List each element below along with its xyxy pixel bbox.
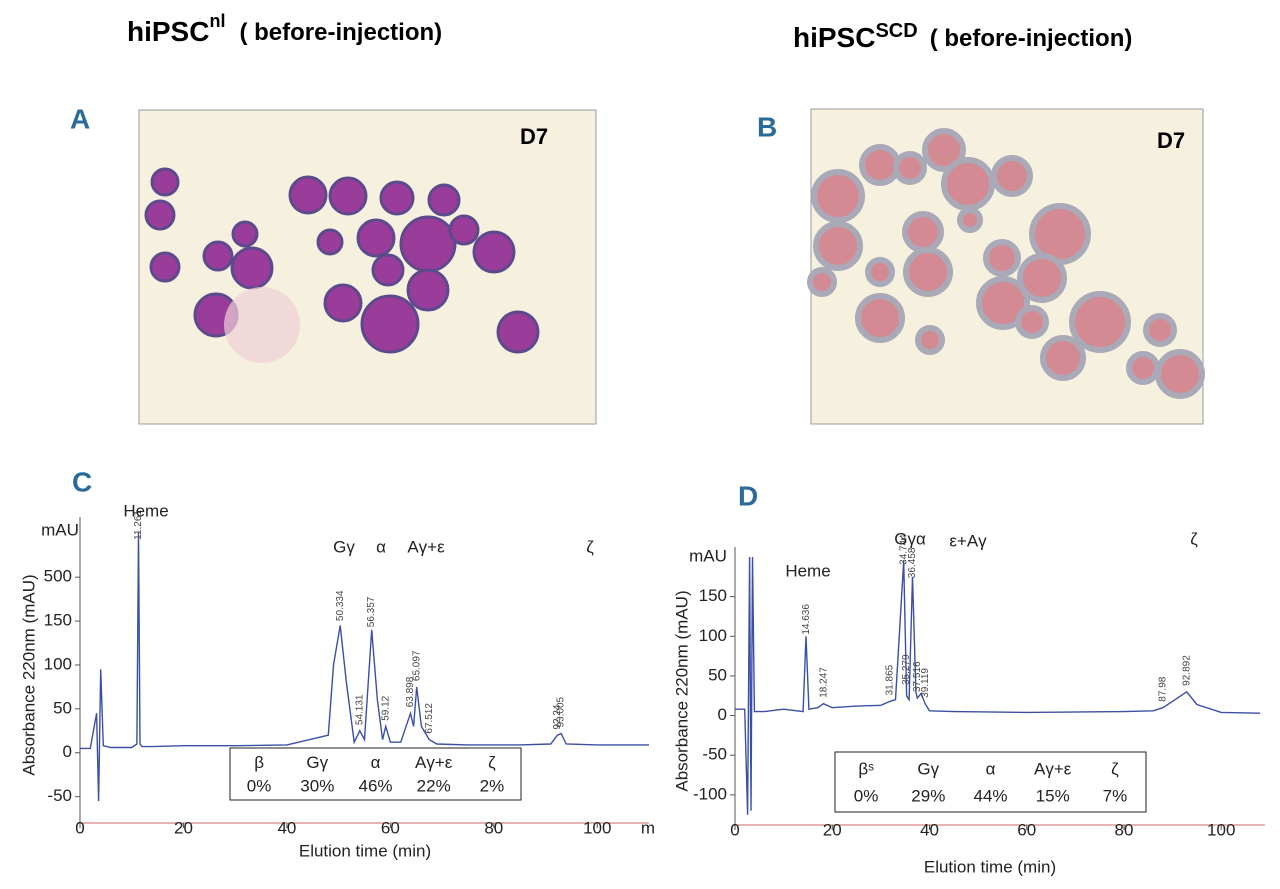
y-axis-label: Absorbance 220nm (mAU) bbox=[19, 574, 38, 775]
x-axis-label: Elution time (min) bbox=[299, 841, 431, 860]
composition-name: ζ bbox=[1111, 759, 1119, 778]
peak-label: 14.636 bbox=[801, 604, 812, 635]
x-tick-label: 100 bbox=[1207, 820, 1235, 839]
day-label: D7 bbox=[1157, 128, 1185, 153]
peak-label: 93.005 bbox=[556, 696, 567, 727]
peak-name: ζ bbox=[1190, 529, 1198, 548]
panel-label: B bbox=[757, 111, 777, 142]
composition-name: Gγ bbox=[917, 759, 939, 778]
y-tick-label: 0 bbox=[63, 742, 72, 761]
x-tick-label: 100 bbox=[583, 818, 611, 837]
y-tick-label: 150 bbox=[44, 611, 72, 630]
x-tick-label: 60 bbox=[381, 818, 400, 837]
composition-name: α bbox=[986, 759, 996, 778]
composition-share: 22% bbox=[417, 776, 451, 795]
composition-share: 44% bbox=[973, 786, 1007, 805]
peak-label: 63.898 bbox=[405, 676, 416, 707]
peak-label: 35.279 bbox=[901, 654, 912, 685]
x-tick-label: 80 bbox=[1115, 820, 1134, 839]
x-axis-end: m bbox=[641, 818, 655, 837]
title-a: hiPSCnl( before-injection) bbox=[127, 11, 442, 48]
title-b: hiPSCSCD( before-injection) bbox=[793, 20, 1132, 53]
y-tick-label: 100 bbox=[44, 654, 72, 673]
peak-label: 34.744 bbox=[899, 534, 910, 565]
peak-label: 50.334 bbox=[335, 590, 346, 621]
peak-label: 56.357 bbox=[366, 596, 377, 627]
peak-label: 18.247 bbox=[818, 667, 829, 698]
x-tick-label: 40 bbox=[277, 818, 296, 837]
unit-label: mAU bbox=[41, 520, 79, 539]
x-tick-label: 20 bbox=[823, 820, 842, 839]
y-tick-label: 150 bbox=[699, 586, 727, 605]
y-tick-label: -50 bbox=[47, 786, 72, 805]
peak-name: ε+Aγ bbox=[949, 531, 987, 550]
peak-name: Heme bbox=[785, 561, 830, 580]
peak-name: Gγα bbox=[894, 529, 926, 548]
micrograph: D7 bbox=[807, 108, 1205, 425]
composition-share: 29% bbox=[911, 786, 945, 805]
composition-share: 0% bbox=[854, 786, 879, 805]
peak-label: 11.261 bbox=[133, 510, 144, 540]
x-tick-label: 40 bbox=[920, 820, 939, 839]
composition-box bbox=[834, 751, 1147, 813]
y-tick-label: -100 bbox=[693, 784, 727, 803]
peak-label: 87.98 bbox=[1157, 676, 1168, 701]
peak-name: Heme bbox=[123, 501, 168, 520]
composition-name: α bbox=[371, 753, 381, 772]
y-tick-label: -50 bbox=[702, 745, 727, 764]
peak-label: 92.892 bbox=[1181, 655, 1192, 686]
composition-share: 0% bbox=[247, 776, 272, 795]
composition-share: 46% bbox=[358, 776, 392, 795]
composition-name: Aγ+ε bbox=[415, 753, 453, 772]
x-axis-label: Elution time (min) bbox=[924, 857, 1056, 876]
peak-label: 54.131 bbox=[355, 694, 366, 725]
composition-name: Gγ bbox=[306, 753, 328, 772]
x-tick-label: 0 bbox=[75, 818, 84, 837]
composition-name: ζ bbox=[488, 753, 496, 772]
composition-share: 2% bbox=[480, 776, 505, 795]
peak-name: Gγ bbox=[333, 537, 355, 556]
composition-share: 15% bbox=[1036, 786, 1070, 805]
y-tick-label: 50 bbox=[53, 698, 72, 717]
day-label: D7 bbox=[520, 124, 548, 149]
x-tick-label: 60 bbox=[1017, 820, 1036, 839]
micrograph: D7 bbox=[138, 109, 597, 425]
y-tick-label: 0 bbox=[718, 705, 727, 724]
panel-label: C bbox=[72, 466, 92, 497]
panel-label: A bbox=[70, 103, 90, 134]
composition-name: βˢ bbox=[858, 759, 874, 778]
y-tick-label: 500 bbox=[44, 567, 72, 586]
composition-box bbox=[229, 747, 522, 801]
composition-name: Aγ+ε bbox=[1034, 759, 1072, 778]
panel-label: D bbox=[738, 480, 758, 511]
y-tick-label: 100 bbox=[699, 626, 727, 645]
peak-name: Aγ+ε bbox=[407, 537, 445, 556]
peak-label: 37.516 bbox=[912, 661, 923, 692]
chromatogram-line bbox=[735, 556, 1261, 815]
y-tick-label: 50 bbox=[708, 665, 727, 684]
x-tick-label: 0 bbox=[730, 820, 739, 839]
unit-label: mAU bbox=[689, 546, 727, 565]
composition-share: 30% bbox=[300, 776, 334, 795]
peak-label: 92.24 bbox=[552, 704, 563, 729]
chromatogram-line bbox=[80, 531, 649, 802]
peak-name: ζ bbox=[586, 537, 594, 556]
composition-name: β bbox=[254, 753, 264, 772]
peak-label: 36.458 bbox=[907, 547, 918, 578]
peak-label: 67.512 bbox=[424, 703, 435, 734]
peak-label: 59.12 bbox=[380, 695, 391, 720]
composition-share: 7% bbox=[1103, 786, 1128, 805]
peak-label: 65.097 bbox=[411, 650, 422, 681]
x-tick-label: 80 bbox=[484, 818, 503, 837]
x-tick-label: 20 bbox=[174, 818, 193, 837]
peak-label: 39.119 bbox=[920, 668, 931, 698]
peak-label: 31.865 bbox=[885, 664, 896, 695]
peak-name: α bbox=[376, 537, 386, 556]
y-axis-label: Absorbance 220nm (mAU) bbox=[672, 590, 691, 791]
